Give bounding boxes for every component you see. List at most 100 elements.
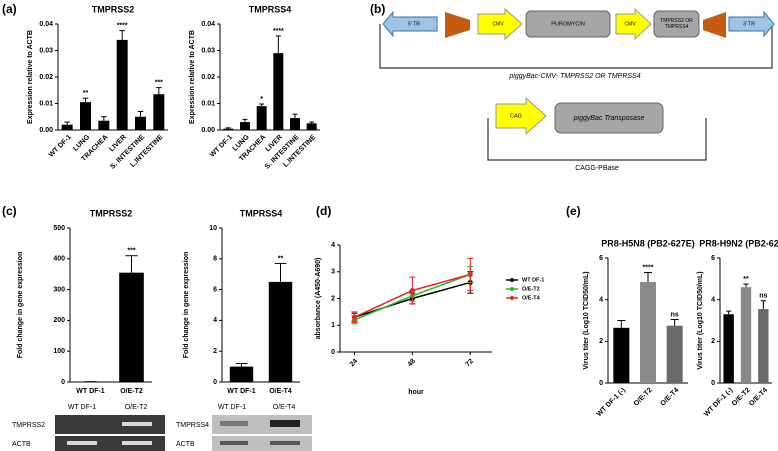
bar [268,281,293,382]
panel-label: (d) [316,204,331,218]
y-tick-label: 0.00 [39,127,53,134]
y-axis-label: Fold change in gene expression [17,252,24,359]
x-tick-label: O/E-T4 [748,387,769,408]
bar [758,309,769,383]
gel-row-label: TMPRSS2 [12,422,45,429]
cag-arrow [495,96,547,136]
y-tick-label: 4 [331,242,335,249]
y-axis-label: Virus titer (Log10 TCID50/mL) [697,271,704,369]
x-tick-label: WT DF-1 (-) [596,387,627,418]
y-axis-label: Expression relative to ACTB [189,30,196,124]
y-axis-label: Virus titer (Log10 TCID50/mL) [583,271,590,369]
gel-column-label: WT DF-1 [218,404,246,411]
gel-band [122,441,152,445]
bar [640,281,656,383]
y-tick-label: 1 [331,322,335,329]
gel-band [270,441,300,445]
y-axis-label: Expression relative to ACTB [27,30,34,124]
error-bar [82,97,89,103]
point [409,287,415,293]
chart-title: PR8-H5N8 (PB2-627E) [601,238,695,248]
bar [290,118,300,130]
gel-image [212,436,312,451]
y-tick-label: 0.04 [201,21,215,28]
chart: TMPRSS4 Fold change in gene expression 0 2 4… [183,208,300,395]
y-tick-label: 0.03 [39,47,53,54]
error-bar [225,127,231,129]
point [351,314,357,320]
point [467,271,473,277]
error-bar [259,103,265,107]
significance: **** [117,22,128,29]
y-tick-label: 2 [711,338,715,345]
significance: *** [155,79,163,86]
puromycin-box [525,10,611,38]
y-tick-label: 0 [711,380,715,387]
bar [613,327,630,383]
gel-band [270,420,300,427]
error-bar [235,363,248,367]
diagram-label: CMV [624,21,636,27]
gel-column-label: O/E-T4 [273,404,296,411]
y-tick-label: 300 [53,286,65,293]
cmv-arrow [615,7,652,41]
x-tick-label: O/E-T2 [633,387,654,408]
chart-title: TMPRSS2 [90,208,133,218]
insert-box [653,10,700,38]
plasmid-diagram: 5' TR CMV PUROMYCIN CMV TMPRSS2 OR TMPRS… [379,7,775,172]
y-tick-label: 4 [213,317,217,324]
bar [135,116,146,130]
gel-image [55,415,165,434]
gel-row-label: ACTB [176,441,195,448]
error-bar [644,272,652,282]
error-bar [670,318,679,326]
diagram-caption: piggyBac-CMV- TMPRSS2 OR TMPRSS4 [508,73,640,80]
chart-title: TMPRSS4 [249,4,292,14]
significance: **** [273,28,284,35]
arrow-3tr [728,10,775,38]
cmv-arrow [477,7,523,41]
x-tick-label: O/E-T2 [120,388,143,395]
legend-marker [510,296,514,300]
y-tick-label: 6 [599,255,603,262]
y-tick-label: 500 [53,225,65,232]
x-tick-label: 72 [465,358,476,369]
significance: ** [83,90,89,97]
gel-band [220,441,248,445]
diagram-label: CMV [492,21,504,27]
significance: ns [759,293,767,300]
y-tick-label: 2 [213,348,217,355]
y-tick-label: 0.04 [39,21,53,28]
diagram-caption: CAGG-PBase [575,165,619,172]
x-tick-label: WT DF-1 (-) [703,387,734,418]
x-axis-label: hour [408,389,424,396]
chart: TMPRSS2 Expression relative to ACTB 0.00 0.… [27,4,168,171]
error-bar [125,255,138,273]
diagram-label: 5' TR [408,21,420,27]
gel-column-label: WT DF-1 [68,404,96,411]
x-tick-label: 24 [349,358,360,369]
error-bar [101,116,107,121]
y-axis-label: Fold change in gene expression [183,252,190,359]
error-bar [309,121,315,124]
legend-label: O/E-T4 [522,295,541,301]
itr [703,12,726,38]
gel-image [212,415,312,434]
y-tick-label: 100 [53,348,65,355]
x-tick-label: O/E-T4 [269,388,292,395]
x-tick-label: WT DF-1 [48,134,73,159]
y-tick-label: 2 [599,338,603,345]
bar [116,39,128,130]
x-tick-label: 48 [407,358,418,369]
transposase-box [554,102,664,134]
x-tick-label: L.INTESTINE [129,134,164,169]
y-tick-label: 8 [213,256,217,263]
bar [256,106,267,130]
x-tick-label: WT DF-1 [209,134,234,159]
y-axis-label: absorbance (A450-A690) [315,258,322,340]
y-tick-label: 0 [331,349,335,356]
error-bar [760,300,766,310]
error-bar [743,283,749,288]
gel-band [122,422,152,426]
